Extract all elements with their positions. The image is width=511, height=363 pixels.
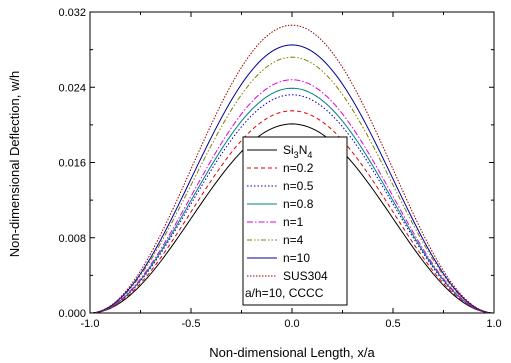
legend-label: n=0.2	[283, 161, 314, 175]
y-tick-label: 0.000	[58, 308, 86, 320]
x-tick-label: 0.5	[385, 318, 400, 330]
legend-label: n=4	[283, 233, 304, 247]
series-line-n-1	[89, 79, 495, 314]
series-line-n-0-5	[89, 94, 495, 314]
series-line-si3n4	[89, 123, 495, 314]
y-axis-title: Non-dimensional Deflection, w/h	[7, 71, 22, 257]
legend-label: n=0.8	[283, 197, 314, 211]
y-tick-label: 0.032	[58, 7, 86, 19]
legend-label: n=10	[283, 251, 310, 265]
series-line-n-0-2	[89, 110, 495, 314]
legend-note: a/h=10, CCCC	[245, 286, 324, 300]
legend-label: n=0.5	[283, 179, 314, 193]
x-tick-label: 1.0	[486, 318, 501, 330]
legend-label: SUS304	[283, 269, 328, 283]
curves	[89, 24, 495, 314]
x-tick-label: 0.0	[284, 318, 299, 330]
ticks: -1.0 -0.5 0.0 0.5 1.0 0.000 0.008 0.016 0.024 0.0…	[58, 7, 501, 330]
x-tick-label: -1.0	[81, 318, 100, 330]
legend-label: Si3N4	[283, 143, 312, 160]
y-tick-label: 0.016	[58, 158, 86, 170]
legend-box	[242, 136, 348, 306]
series-line-n-0-8	[89, 87, 495, 314]
y-tick-label: 0.024	[58, 82, 86, 94]
series-line-n-10	[89, 44, 495, 314]
legend-label: n=1	[283, 215, 304, 229]
series-line-n-4	[89, 56, 495, 314]
y-tick-label: 0.008	[58, 233, 86, 245]
x-tick-label: -0.5	[182, 318, 201, 330]
x-axis-title: Non-dimensional Length, x/a	[209, 345, 375, 360]
series-line-sus304	[89, 24, 495, 314]
